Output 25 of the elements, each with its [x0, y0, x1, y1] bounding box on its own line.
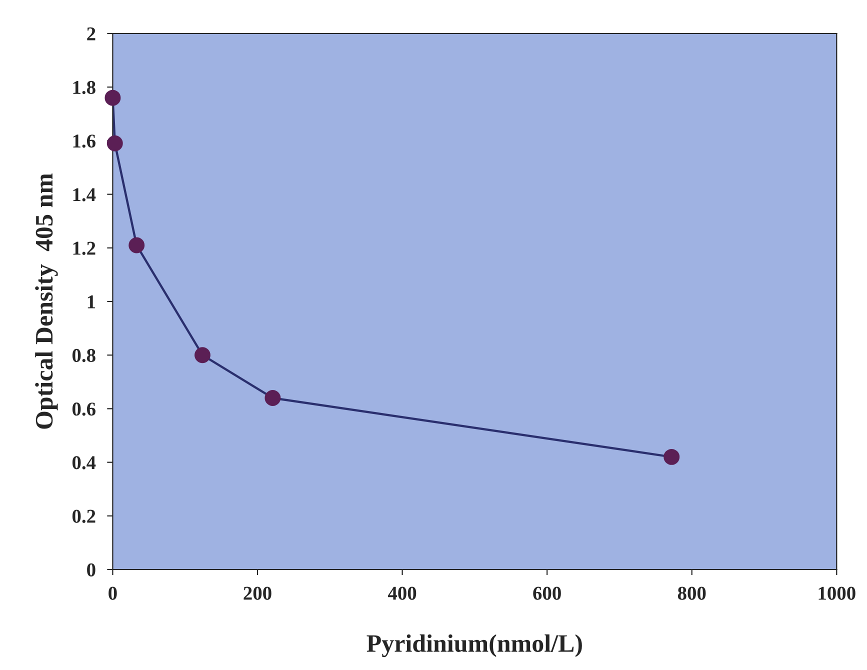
x-tick-label: 1000 — [818, 586, 856, 600]
y-tick-label: 0.6 — [72, 402, 96, 416]
y-tick-label: 2 — [87, 27, 96, 40]
x-tick-label: 200 — [244, 586, 272, 600]
point — [106, 135, 123, 152]
y-tick-label: 0.8 — [72, 348, 96, 362]
y-tick-label: 1.2 — [73, 242, 96, 255]
x-tick-label: 400 — [388, 586, 416, 600]
point — [128, 237, 145, 254]
point — [664, 448, 680, 465]
y-tick-label: 0.4 — [72, 456, 96, 470]
y-tick-label: 1.8 — [73, 80, 96, 94]
x-tick-label: 800 — [678, 586, 706, 600]
point — [194, 347, 210, 364]
point — [264, 390, 281, 406]
x-tick-label: 0 — [108, 586, 117, 600]
point — [104, 90, 121, 106]
y-axis-title: Optical Density 405 nm — [35, 173, 58, 429]
x-tick-label: 600 — [533, 586, 561, 600]
y-tick-label: 1.4 — [73, 188, 96, 202]
x-axis-title: Pyridinium(nmol/L) — [366, 634, 582, 658]
y-tick-label: 0.2 — [72, 510, 96, 523]
y-tick-label: 1 — [88, 295, 96, 308]
y-tick-label: 0 — [87, 563, 96, 576]
y-tick-label: 1.6 — [73, 134, 96, 148]
